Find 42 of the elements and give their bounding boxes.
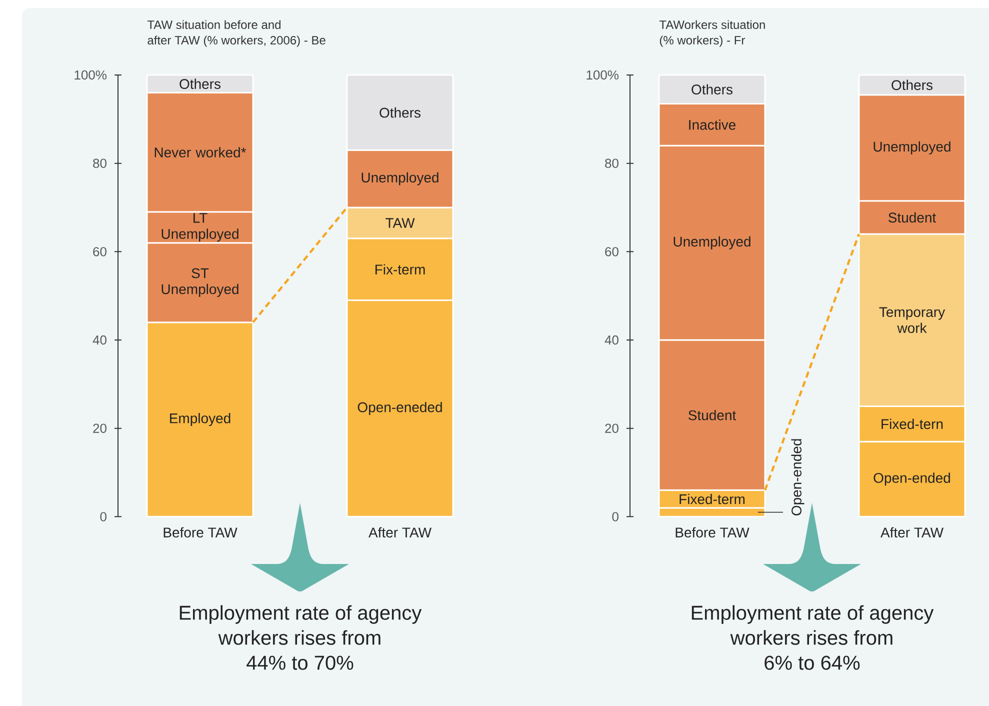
text: Employment rate of agency workers rises from 44% to 70% [180, 605, 422, 670]
y-tick-label: 80 [605, 158, 618, 168]
text: Employment rate of agency workers rises from 6% to 64% [692, 605, 934, 670]
y-tick-label: 0 [100, 512, 106, 522]
x-tick-label: Before TAW [676, 527, 750, 538]
series-label: ST Unemployed [162, 268, 238, 297]
y-tick-label: 60 [93, 247, 106, 256]
series-label: Fix-term [375, 264, 425, 274]
text: Student [688, 410, 736, 420]
y-tick-label: 80 [93, 158, 106, 168]
series-label: LT Unemployed [162, 213, 238, 242]
series-label: Others [892, 80, 932, 90]
y-tick-label: 0 [612, 512, 618, 522]
text: Others [380, 107, 421, 118]
series-label: Student [888, 212, 936, 223]
series-label: Temporary work [879, 307, 946, 334]
chart-title: TAW situation before and after TAW (% workers, 2006) - Be [147, 20, 326, 47]
y-tick-label: 40 [604, 335, 618, 345]
series-label: Fixed-term [680, 494, 745, 504]
text: Open-ended [791, 439, 804, 516]
y-tick-label: 100% [586, 70, 619, 80]
y-tick-label: 60 [605, 247, 618, 256]
series-label: Never worked* [154, 147, 246, 158]
y-tick-label: 20 [605, 424, 618, 433]
x-tick-label: After TAW [368, 527, 432, 538]
series-label: Open-ended [874, 472, 950, 486]
x-tick-label: After TAW [880, 527, 944, 538]
y-tick-label: 100% [74, 70, 107, 80]
series-label: Unemployed [874, 141, 950, 154]
series-label: Open-eneded [358, 402, 442, 415]
series-label: Fixed-tern [882, 418, 943, 430]
y-tick-label: 20 [93, 424, 106, 433]
text: Unemployed [674, 236, 750, 250]
series-label: Others [180, 78, 221, 89]
series-label: TAW [386, 218, 415, 228]
series-label: Inactive [689, 120, 736, 130]
y-tick-label: 40 [92, 335, 106, 345]
text: Others [692, 84, 732, 94]
series-label: Unemployed [362, 172, 438, 186]
series-label: Employed [170, 412, 230, 426]
chart-title: TAWorkers situation (% workers) - Fr [659, 20, 765, 47]
x-tick-label: Before TAW [164, 527, 238, 538]
